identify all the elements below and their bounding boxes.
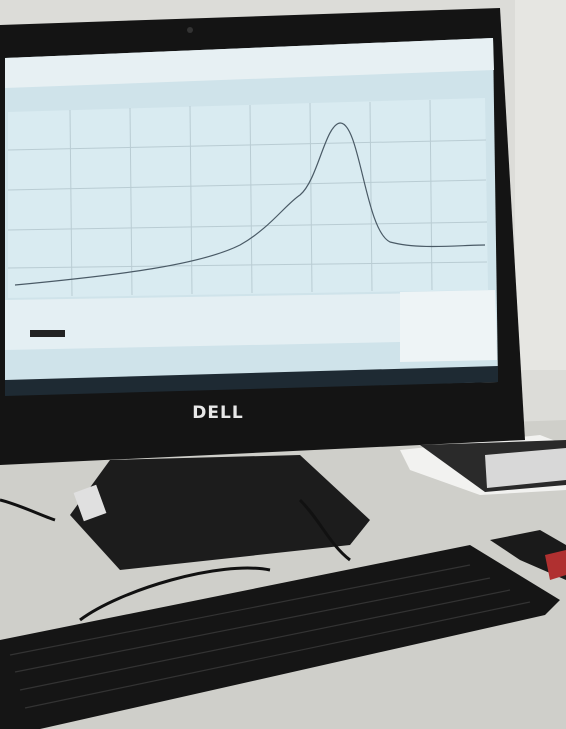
webcam: [187, 27, 193, 33]
wall-panel: [515, 0, 566, 370]
results-table: [400, 290, 497, 362]
brand-logo: DELL: [192, 403, 243, 423]
photo: DELL: [0, 0, 566, 729]
chart-area: [8, 98, 488, 298]
button: [30, 330, 65, 337]
